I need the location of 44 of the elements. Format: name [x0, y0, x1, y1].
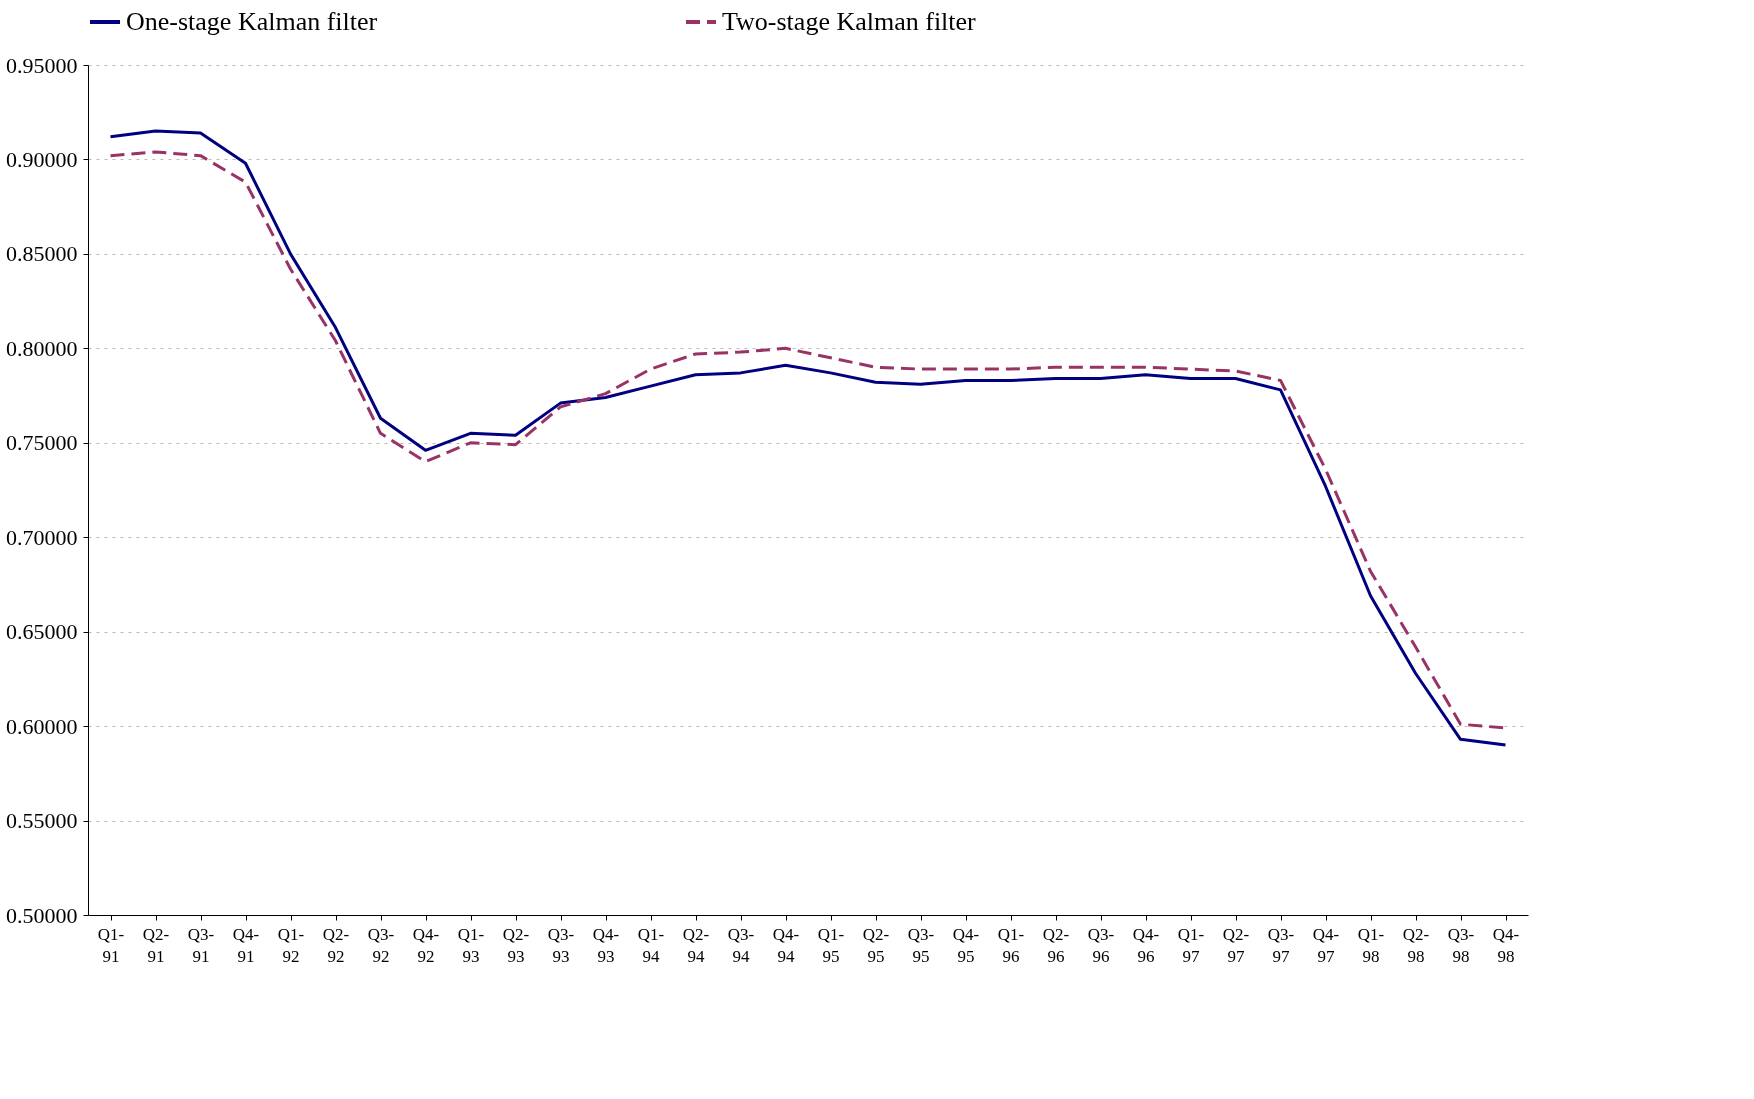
x-tick-label: Q3-98 [1447, 924, 1475, 966]
x-tick-label: Q4-97 [1312, 924, 1340, 966]
x-tick-label: Q2-95 [862, 924, 890, 966]
legend-label: One-stage Kalman filter [126, 7, 378, 36]
x-tick-label: Q4-95 [952, 924, 980, 966]
x-tick-label: Q2-92 [322, 924, 350, 966]
x-tick-label: Q3-95 [907, 924, 935, 966]
x-tick-label: Q3-91 [187, 924, 215, 966]
x-tick-label: Q2-93 [502, 924, 530, 966]
x-tick-label: Q2-91 [142, 924, 170, 966]
x-tick-label: Q1-91 [97, 924, 125, 966]
x-tick-label: Q1-93 [457, 924, 485, 966]
x-tick-label: Q4-98 [1492, 924, 1520, 966]
y-tick-label: 0.90000 [6, 146, 78, 172]
y-tick-label: 0.60000 [6, 713, 78, 739]
x-tick-label: Q2-94 [682, 924, 710, 966]
y-tick-label: 0.50000 [6, 902, 78, 928]
x-tick-label: Q4-92 [412, 924, 440, 966]
x-tick-label: Q3-92 [367, 924, 395, 966]
x-tick-label: Q1-96 [997, 924, 1025, 966]
y-tick-label: 0.80000 [6, 335, 78, 361]
y-tick-label: 0.55000 [6, 808, 78, 834]
x-tick-label: Q4-94 [772, 924, 800, 966]
x-tick-label: Q3-94 [727, 924, 755, 966]
x-tick-label: Q2-96 [1042, 924, 1070, 966]
x-tick-label: Q4-93 [592, 924, 620, 966]
x-tick-label: Q2-97 [1222, 924, 1250, 966]
y-tick-label: 0.70000 [6, 524, 78, 550]
x-tick-label: Q3-93 [547, 924, 575, 966]
y-tick-label: 0.95000 [6, 52, 78, 78]
x-tick-label: Q3-97 [1267, 924, 1295, 966]
x-tick-label: Q1-97 [1177, 924, 1205, 966]
y-tick-label: 0.65000 [6, 619, 78, 645]
x-tick-label: Q4-91 [232, 924, 260, 966]
x-tick-label: Q2-98 [1402, 924, 1430, 966]
x-tick-label: Q1-98 [1357, 924, 1385, 966]
y-tick-label: 0.85000 [6, 241, 78, 267]
x-tick-label: Q1-92 [277, 924, 305, 966]
x-tick-label: Q4-96 [1132, 924, 1160, 966]
legend-label: Two-stage Kalman filter [722, 7, 977, 36]
x-tick-label: Q1-94 [637, 924, 665, 966]
x-tick-label: Q1-95 [817, 924, 845, 966]
y-tick-label: 0.75000 [6, 430, 78, 456]
x-tick-label: Q3-96 [1087, 924, 1115, 966]
